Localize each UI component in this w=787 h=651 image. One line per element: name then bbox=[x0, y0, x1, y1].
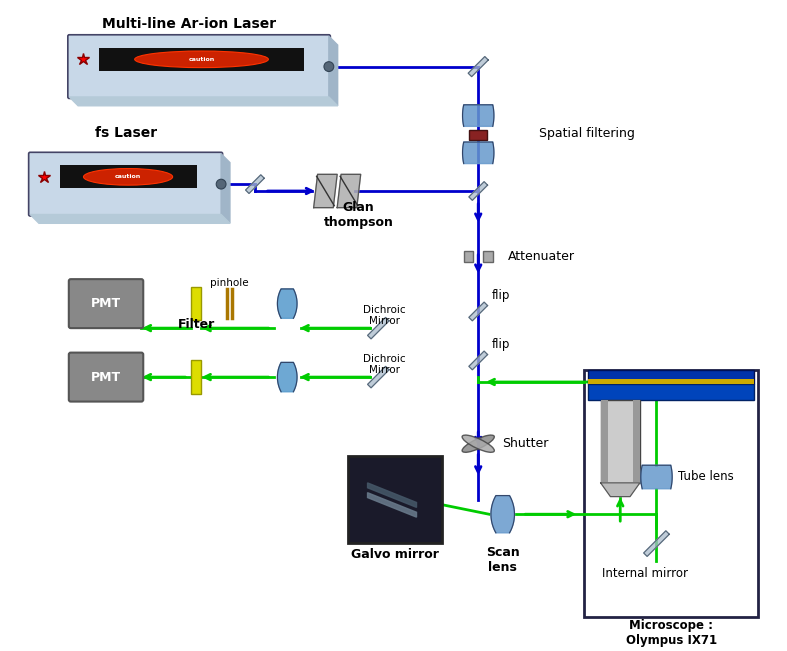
Bar bbox=[584, 370, 759, 617]
Bar bbox=[588, 384, 755, 400]
Polygon shape bbox=[368, 493, 416, 517]
Text: fs Laser: fs Laser bbox=[94, 126, 157, 140]
Bar bbox=[469, 130, 487, 140]
Ellipse shape bbox=[462, 435, 494, 452]
Polygon shape bbox=[641, 465, 672, 489]
Circle shape bbox=[216, 179, 226, 189]
Text: PMT: PMT bbox=[91, 370, 121, 383]
Text: Dichroic
Mirror: Dichroic Mirror bbox=[363, 305, 405, 326]
Polygon shape bbox=[221, 154, 230, 223]
Ellipse shape bbox=[83, 169, 172, 185]
Polygon shape bbox=[468, 57, 488, 77]
Polygon shape bbox=[368, 318, 389, 339]
Text: Shutter: Shutter bbox=[502, 437, 548, 450]
Bar bbox=[588, 379, 755, 384]
Text: Tube lens: Tube lens bbox=[678, 471, 733, 484]
Text: Filter: Filter bbox=[178, 318, 215, 331]
Text: Galvo mirror: Galvo mirror bbox=[351, 549, 439, 562]
Text: PMT: PMT bbox=[91, 297, 121, 310]
Text: Spatial filtering: Spatial filtering bbox=[539, 127, 635, 140]
Bar bbox=[600, 400, 608, 483]
Polygon shape bbox=[463, 142, 494, 163]
Text: Dichroic
Mirror: Dichroic Mirror bbox=[363, 353, 405, 375]
Text: Scan
lens: Scan lens bbox=[486, 546, 519, 574]
Bar bbox=[600, 400, 640, 483]
Bar bbox=[483, 251, 493, 262]
Text: pinhole: pinhole bbox=[210, 278, 249, 288]
Text: caution: caution bbox=[188, 57, 215, 62]
Ellipse shape bbox=[135, 51, 268, 68]
Text: caution: caution bbox=[115, 174, 141, 180]
Text: flip: flip bbox=[492, 339, 510, 352]
Text: flip: flip bbox=[492, 289, 510, 302]
Bar bbox=[98, 48, 305, 71]
Polygon shape bbox=[368, 367, 389, 388]
Bar bbox=[191, 361, 201, 394]
Polygon shape bbox=[329, 36, 338, 105]
Bar bbox=[588, 370, 755, 384]
Bar bbox=[191, 287, 201, 320]
Polygon shape bbox=[600, 483, 640, 497]
Polygon shape bbox=[469, 302, 488, 321]
FancyBboxPatch shape bbox=[68, 353, 143, 402]
Polygon shape bbox=[246, 174, 264, 193]
Circle shape bbox=[324, 62, 334, 72]
Bar bbox=[633, 400, 640, 483]
Polygon shape bbox=[337, 174, 360, 208]
FancyBboxPatch shape bbox=[68, 35, 331, 98]
Bar bbox=[60, 165, 197, 188]
Polygon shape bbox=[644, 531, 669, 557]
Polygon shape bbox=[30, 214, 230, 223]
Polygon shape bbox=[469, 351, 488, 370]
Text: Internal mirror: Internal mirror bbox=[602, 567, 688, 580]
Polygon shape bbox=[368, 483, 416, 507]
Text: Attenuater: Attenuater bbox=[508, 250, 575, 263]
Polygon shape bbox=[491, 495, 515, 533]
Ellipse shape bbox=[462, 435, 494, 452]
Bar bbox=[348, 456, 442, 543]
Text: Microscope :
Olympus IX71: Microscope : Olympus IX71 bbox=[626, 619, 717, 647]
Bar bbox=[464, 251, 473, 262]
Polygon shape bbox=[278, 363, 297, 392]
Polygon shape bbox=[314, 174, 337, 208]
Polygon shape bbox=[469, 182, 488, 201]
Polygon shape bbox=[463, 105, 494, 126]
FancyBboxPatch shape bbox=[68, 279, 143, 328]
Text: Glan
thompson: Glan thompson bbox=[323, 201, 394, 230]
Polygon shape bbox=[278, 289, 297, 318]
Polygon shape bbox=[69, 97, 338, 105]
FancyBboxPatch shape bbox=[28, 152, 223, 216]
Text: Multi-line Ar-ion Laser: Multi-line Ar-ion Laser bbox=[102, 18, 276, 31]
